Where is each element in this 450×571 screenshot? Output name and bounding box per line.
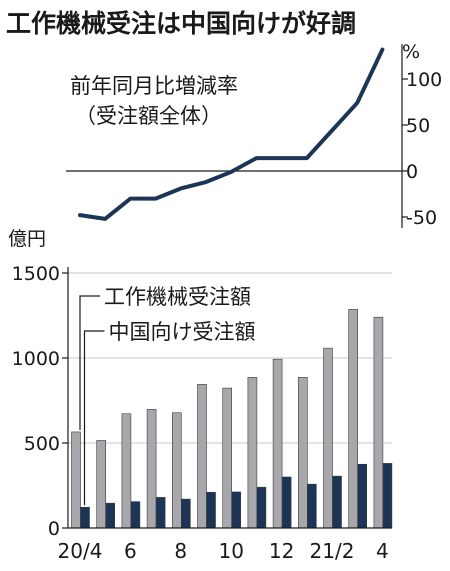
- bar-total-orders: [71, 431, 81, 529]
- bar-y-tick-label: 0: [48, 518, 60, 540]
- bar-china-orders: [206, 491, 216, 529]
- line-chart-subtitle: （受注額全体）: [75, 104, 222, 128]
- bar-y-tick-label: 1000: [12, 348, 60, 370]
- bar-x-tick-label: 12: [269, 539, 294, 563]
- bar-china-orders: [382, 463, 393, 529]
- bar-china-orders: [332, 475, 342, 529]
- bar-y-ticks: 0 500 1000 1500: [12, 263, 68, 540]
- bar-china-orders: [256, 486, 267, 529]
- bar-china-orders: [80, 506, 90, 529]
- bar-total-orders: [348, 309, 359, 529]
- bar-x-ticks: 20/4 6 8 10 12 21/2 4: [58, 539, 389, 563]
- bar-china-orders: [181, 498, 191, 529]
- line-chart: 前年同月比増減率 （受注額全体） % 100 50 0 -50: [66, 41, 442, 229]
- line-y-tick-label: 50: [406, 115, 430, 137]
- bar-chart-ylabel: 億円: [8, 228, 46, 250]
- legend-leader-line: [79, 295, 100, 430]
- bar-total-orders: [373, 316, 384, 529]
- bar-china-orders: [155, 497, 166, 529]
- bar-total-orders: [146, 409, 157, 529]
- bar-china-orders: [306, 483, 317, 529]
- bar-total-orders: [172, 412, 182, 529]
- line-y-tick-label: -50: [406, 207, 437, 229]
- legend-label: 工作機械受注額: [104, 285, 251, 309]
- bar-x-tick-label: 6: [124, 539, 137, 563]
- bar-total-orders: [96, 440, 106, 529]
- bar-china-orders: [231, 491, 241, 529]
- bar-total-orders: [121, 413, 132, 529]
- bar-y-tick-label: 500: [24, 433, 60, 455]
- bar-x-tick-label: 21/2: [310, 539, 355, 563]
- bar-x-tick-label: 20/4: [58, 539, 103, 563]
- bar-china-orders: [130, 501, 141, 529]
- bar-total-orders: [323, 347, 333, 529]
- legend-leader-line: [83, 330, 105, 506]
- line-series: [78, 47, 385, 221]
- bar-total-orders: [297, 377, 308, 529]
- bar-total-orders: [272, 358, 283, 529]
- bar-x-tick-label: 4: [376, 539, 389, 563]
- line-y-tick-label: 100: [406, 69, 442, 91]
- legend-label: 中国向け受注額: [109, 320, 256, 344]
- line-y-ticks: 100 50 0 -50: [402, 69, 442, 229]
- bar-x-tick-label: 8: [174, 539, 187, 563]
- bar-china-orders: [281, 476, 292, 529]
- bar-china-orders: [105, 502, 115, 529]
- line-y-tick-label: 0: [406, 161, 418, 183]
- bar-y-tick-label: 1500: [12, 263, 60, 285]
- line-chart-title: 前年同月比増減率: [70, 74, 238, 98]
- line-chart-ylabel: %: [402, 41, 420, 63]
- bar-china-orders: [357, 463, 368, 529]
- chart-title: 工作機械受注は中国向けが好調: [6, 9, 357, 38]
- bar-total-orders: [247, 377, 258, 529]
- bar-total-orders: [197, 384, 207, 529]
- bar-x-tick-label: 10: [218, 539, 243, 563]
- bar-total-orders: [222, 387, 232, 529]
- bar-chart: 億円 0 500 1000 1500 20/4 6 8 10 12 21/2 4 工作機械受注額中…: [8, 228, 393, 563]
